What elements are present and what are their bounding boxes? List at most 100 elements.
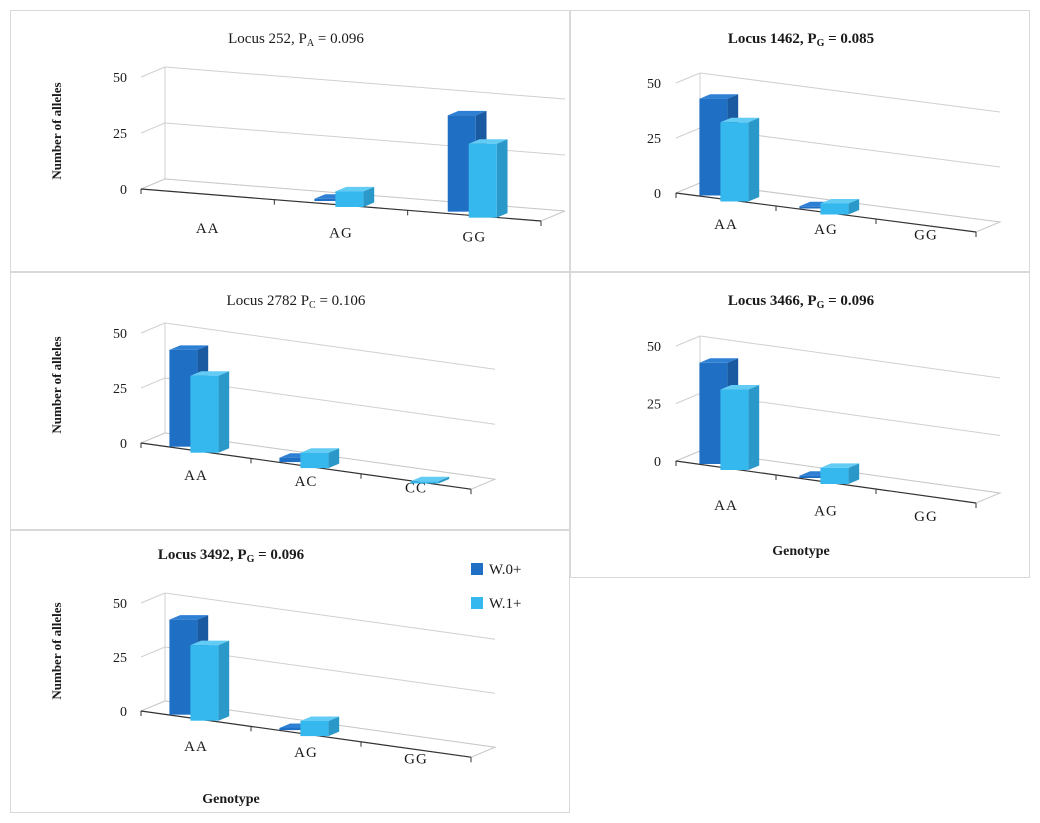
bar-w1-AA-side bbox=[218, 640, 230, 721]
y-axis-label: Number of alleles bbox=[49, 82, 64, 179]
x-category-label: GG bbox=[404, 751, 428, 767]
bar-w1-AA bbox=[720, 385, 760, 470]
bar-w0-GG-top bbox=[447, 110, 487, 116]
bar-w1-AG bbox=[335, 186, 375, 207]
title-subscript: G bbox=[247, 554, 255, 565]
y-tick-label: 0 bbox=[654, 455, 661, 470]
chart-panel-locus-3466: Locus 3466, PG = 0.096 0 25 50 AA AG GG Genotyp… bbox=[570, 272, 1030, 578]
title-main: Locus 252, P bbox=[228, 31, 307, 47]
bar-w1-AG-front bbox=[820, 203, 849, 215]
gridline-side bbox=[675, 72, 701, 84]
chart-panel-locus-3492: Locus 3492, PG = 0.096 0 25 50 AA AG GG Number … bbox=[10, 530, 570, 813]
x-category-label: AG bbox=[814, 504, 838, 520]
chart-title: Locus 1462, PG = 0.085 bbox=[728, 31, 874, 49]
bar-w1-AA-front bbox=[190, 375, 219, 453]
title-subscript: A bbox=[307, 38, 315, 49]
gridline bbox=[164, 592, 496, 640]
gridline bbox=[164, 66, 566, 100]
bar-w1-GG-side bbox=[496, 139, 508, 218]
bar-w1-AG-top bbox=[820, 199, 860, 204]
bar-w1-AG-front bbox=[820, 467, 849, 484]
legend-swatch-w0 bbox=[471, 563, 483, 575]
gridline bbox=[699, 72, 1001, 113]
bar-w1-AA bbox=[190, 371, 230, 453]
y-tick-label: 50 bbox=[647, 340, 661, 355]
x-category-label: AC bbox=[295, 474, 318, 490]
chart-locus-252: Locus 252, PA = 0.096 0 25 50 AA AG GG Number o… bbox=[49, 31, 566, 246]
bar-w1-AG-side bbox=[328, 716, 340, 737]
bar-w1-AG bbox=[820, 199, 860, 215]
bar-w1-AA-front bbox=[190, 645, 219, 721]
bar-w1-AA-side bbox=[748, 385, 760, 470]
y-tick-label: 25 bbox=[113, 127, 127, 142]
chart-panel-locus-1462: Locus 1462, PG = 0.085 0 25 50 AA AG GG bbox=[570, 10, 1030, 272]
x-category-label: GG bbox=[914, 227, 938, 243]
y-tick-label: 50 bbox=[113, 71, 127, 86]
bar-w1-AA bbox=[720, 117, 760, 202]
bar-w1-AA-top bbox=[190, 640, 230, 646]
title-main: Locus 3466, P bbox=[728, 293, 817, 309]
y-tick-label: 25 bbox=[113, 651, 127, 666]
bar-w1-AA-side bbox=[218, 371, 230, 453]
x-category-label: CC bbox=[405, 480, 427, 496]
bar-w1-AA-top bbox=[190, 371, 230, 376]
bar-w0-AA-top bbox=[169, 345, 209, 350]
gridline bbox=[164, 322, 496, 370]
y-tick-label: 25 bbox=[647, 132, 661, 147]
y-tick-label: 25 bbox=[113, 382, 127, 397]
title-value: = 0.085 bbox=[824, 31, 874, 47]
title-subscript: C bbox=[309, 300, 316, 311]
title-value: = 0.106 bbox=[316, 293, 366, 309]
y-tick-label: 50 bbox=[113, 327, 127, 342]
bar-w0-AA-top bbox=[699, 358, 739, 363]
bar-w1-AA-front bbox=[720, 389, 749, 470]
x-category-label: AG bbox=[329, 225, 353, 241]
chart-title: Locus 2782 PC = 0.106 bbox=[227, 293, 366, 311]
gridline-side bbox=[140, 66, 166, 78]
bar-w1-CC bbox=[410, 476, 450, 484]
gridline-side bbox=[675, 335, 701, 347]
bar-w1-AG-front bbox=[335, 191, 364, 207]
bar-w1-GG-top bbox=[468, 139, 508, 144]
bar-w1-AG-front bbox=[300, 720, 329, 737]
legend-swatch-w1 bbox=[471, 597, 483, 609]
y-tick-label: 50 bbox=[113, 597, 127, 612]
bar-w0-AG-front bbox=[799, 206, 828, 209]
chart-locus-2782: Locus 2782 PC = 0.106 0 25 50 AA AC CC Number o… bbox=[49, 293, 497, 496]
x-category-label: GG bbox=[914, 509, 938, 525]
gridline-side bbox=[140, 322, 166, 334]
bar-w1-AG-side bbox=[848, 463, 860, 484]
title-value: = 0.096 bbox=[254, 547, 304, 563]
x-category-label: AA bbox=[184, 468, 208, 484]
title-subscript: G bbox=[817, 300, 825, 311]
y-tick-label: 0 bbox=[120, 437, 127, 452]
chart-title: Locus 3466, PG = 0.096 bbox=[728, 293, 875, 311]
y-axis-label: Number of alleles bbox=[49, 336, 64, 433]
x-axis-label: Genotype bbox=[202, 792, 260, 807]
chart-panel-locus-2782: Locus 2782 PC = 0.106 0 25 50 AA AC CC Number o… bbox=[10, 272, 570, 530]
y-tick-label: 0 bbox=[120, 183, 127, 198]
chart-locus-3492: Locus 3492, PG = 0.096 0 25 50 AA AG GG Number … bbox=[49, 547, 522, 807]
chart-title: Locus 3492, PG = 0.096 bbox=[158, 547, 305, 565]
bar-w1-AA-top bbox=[720, 117, 760, 123]
bar-w0-AG-front bbox=[799, 475, 828, 478]
y-tick-label: 25 bbox=[647, 398, 661, 413]
title-main: Locus 1462, P bbox=[728, 31, 817, 47]
bar-w0-AG-front bbox=[279, 727, 308, 731]
bar-w1-AC-side bbox=[328, 448, 340, 469]
gridline bbox=[699, 335, 1001, 379]
legend-label-w0: W.0+ bbox=[489, 562, 522, 578]
bar-w1-GG-front bbox=[468, 143, 497, 218]
x-axis-label: Genotype bbox=[772, 544, 830, 559]
title-value: = 0.096 bbox=[824, 293, 874, 309]
y-tick-label: 50 bbox=[647, 77, 661, 92]
gridline-side bbox=[140, 592, 166, 604]
x-category-label: AA bbox=[714, 498, 738, 514]
x-category-label: GG bbox=[462, 230, 486, 246]
legend-label-w1: W.1+ bbox=[489, 596, 522, 612]
y-tick-label: 0 bbox=[654, 187, 661, 202]
chart-title: Locus 252, PA = 0.096 bbox=[228, 31, 364, 49]
y-tick-label: 0 bbox=[120, 705, 127, 720]
gridline-side bbox=[675, 393, 701, 404]
title-value: = 0.096 bbox=[314, 31, 364, 47]
